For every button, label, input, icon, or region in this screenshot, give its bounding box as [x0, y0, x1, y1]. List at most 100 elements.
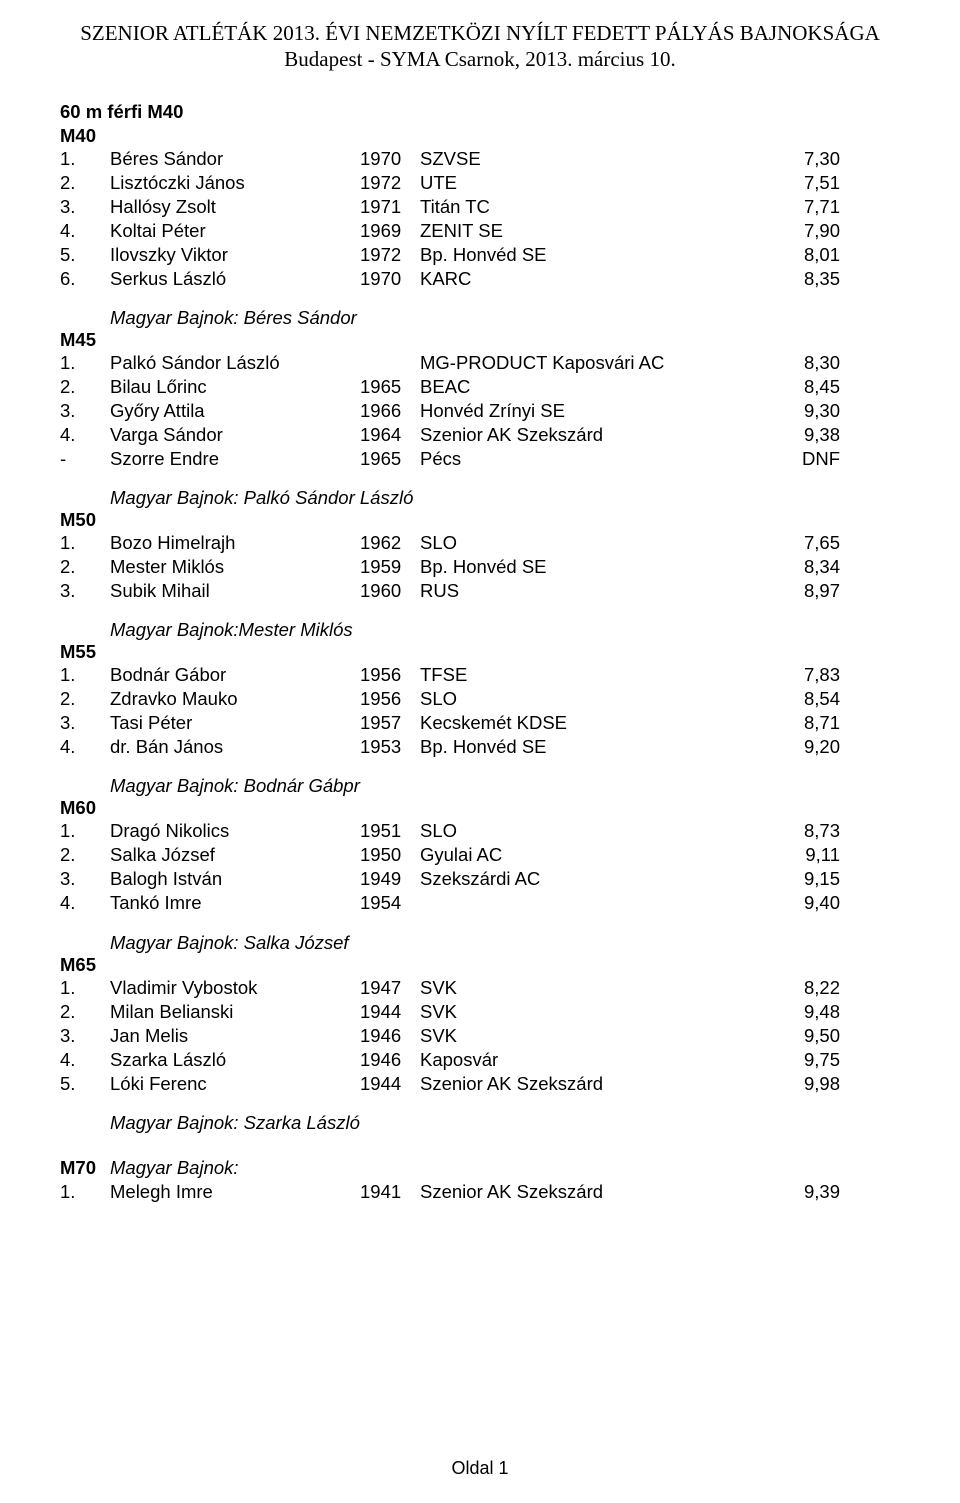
cell-position: 1. [60, 819, 110, 843]
cell-club: Szenior AK Szekszárd [420, 423, 750, 447]
result-row: 1.Bodnár Gábor1956TFSE7,83 [60, 663, 900, 687]
cell-club [420, 891, 750, 915]
result-row: 4.Koltai Péter1969ZENIT SE7,90 [60, 219, 900, 243]
cell-club: ZENIT SE [420, 219, 750, 243]
cell-year: 1965 [360, 375, 420, 399]
cell-name: Koltai Péter [110, 219, 360, 243]
cell-club: Bp. Honvéd SE [420, 243, 750, 267]
result-row: 4.Tankó Imre19549,40 [60, 891, 900, 915]
cell-year: 1951 [360, 819, 420, 843]
cell-name: Milan Belianski [110, 1000, 360, 1024]
result-row: 3.Jan Melis1946SVK9,50 [60, 1024, 900, 1048]
cell-result: 7,30 [750, 147, 840, 171]
result-row: 4.Szarka László1946Kaposvár9,75 [60, 1048, 900, 1072]
result-row: 2.Bilau Lőrinc1965BEAC8,45 [60, 375, 900, 399]
result-row: 1.Bozo Himelrajh1962SLO7,65 [60, 531, 900, 555]
cell-result: 8,54 [750, 687, 840, 711]
cell-year: 1954 [360, 891, 420, 915]
result-row: 1.Vladimir Vybostok1947SVK8,22 [60, 976, 900, 1000]
cell-position: 1. [60, 531, 110, 555]
cell-result: 9,38 [750, 423, 840, 447]
cell-position: 4. [60, 891, 110, 915]
cell-club: SZVSE [420, 147, 750, 171]
age-group-label: M65 [60, 954, 900, 976]
cell-year: 1953 [360, 735, 420, 759]
cell-result: 9,98 [750, 1072, 840, 1096]
age-group-header: M70Magyar Bajnok: [60, 1156, 900, 1180]
cell-name: dr. Bán János [110, 735, 360, 759]
cell-result: 8,34 [750, 555, 840, 579]
cell-year: 1970 [360, 267, 420, 291]
cell-position: 3. [60, 711, 110, 735]
result-row: 3.Balogh István1949Szekszárdi AC9,15 [60, 867, 900, 891]
cell-position: 3. [60, 1024, 110, 1048]
result-row: 1.Palkó Sándor LászlóMG-PRODUCT Kaposvár… [60, 351, 900, 375]
cell-name: Hallósy Zsolt [110, 195, 360, 219]
cell-year: 1964 [360, 423, 420, 447]
result-row: 3.Subik Mihail1960RUS8,97 [60, 579, 900, 603]
result-row: 2.Salka József1950Gyulai AC9,11 [60, 843, 900, 867]
result-row: 3.Győry Attila1966Honvéd Zrínyi SE9,30 [60, 399, 900, 423]
cell-year: 1969 [360, 219, 420, 243]
cell-result: 7,83 [750, 663, 840, 687]
result-row: 1.Dragó Nikolics1951SLO8,73 [60, 819, 900, 843]
cell-club: UTE [420, 171, 750, 195]
cell-position: 2. [60, 555, 110, 579]
cell-name: Ilovszky Viktor [110, 243, 360, 267]
cell-name: Szorre Endre [110, 447, 360, 471]
cell-name: Bozo Himelrajh [110, 531, 360, 555]
cell-name: Lisztóczki János [110, 171, 360, 195]
cell-result: 7,51 [750, 171, 840, 195]
cell-club: Szekszárdi AC [420, 867, 750, 891]
cell-result: 8,30 [750, 351, 840, 375]
cell-name: Serkus László [110, 267, 360, 291]
cell-result: 7,90 [750, 219, 840, 243]
cell-name: Dragó Nikolics [110, 819, 360, 843]
result-row: -Szorre Endre1965PécsDNF [60, 447, 900, 471]
result-row: 2.Lisztóczki János1972UTE7,51 [60, 171, 900, 195]
cell-year: 1972 [360, 243, 420, 267]
cell-club: Pécs [420, 447, 750, 471]
cell-club: RUS [420, 579, 750, 603]
cell-result: 8,01 [750, 243, 840, 267]
cell-year: 1949 [360, 867, 420, 891]
result-row: 1.Béres Sándor1970SZVSE7,30 [60, 147, 900, 171]
cell-year: 1970 [360, 147, 420, 171]
cell-position: 2. [60, 843, 110, 867]
result-row: 3.Tasi Péter1957Kecskemét KDSE8,71 [60, 711, 900, 735]
cell-position: 1. [60, 976, 110, 1000]
result-row: 4.Varga Sándor1964Szenior AK Szekszárd9,… [60, 423, 900, 447]
result-row: 6.Serkus László1970KARC8,35 [60, 267, 900, 291]
cell-position: 3. [60, 195, 110, 219]
cell-year: 1957 [360, 711, 420, 735]
champion-label: Magyar Bajnok: Palkó Sándor László [110, 487, 900, 509]
cell-name: Bilau Lőrinc [110, 375, 360, 399]
cell-result: DNF [750, 447, 840, 471]
cell-result: 8,97 [750, 579, 840, 603]
age-group-label: M50 [60, 509, 900, 531]
cell-club: MG-PRODUCT Kaposvári AC [420, 351, 750, 375]
cell-name: Vladimir Vybostok [110, 976, 360, 1000]
age-group-label: M55 [60, 641, 900, 663]
cell-position: 4. [60, 219, 110, 243]
cell-position: 2. [60, 171, 110, 195]
cell-result: 9,50 [750, 1024, 840, 1048]
cell-year: 1959 [360, 555, 420, 579]
cell-result: 7,65 [750, 531, 840, 555]
results-body: M401.Béres Sándor1970SZVSE7,302.Lisztócz… [60, 125, 900, 1204]
cell-result: 9,39 [750, 1180, 840, 1204]
age-group-label: M70 [60, 1156, 110, 1180]
cell-position: 2. [60, 1000, 110, 1024]
age-group-label: M45 [60, 329, 900, 351]
result-row: 4.dr. Bán János1953Bp. Honvéd SE9,20 [60, 735, 900, 759]
result-row: 1.Melegh Imre1941Szenior AK Szekszárd9,3… [60, 1180, 900, 1204]
cell-year: 1956 [360, 687, 420, 711]
cell-name: Balogh István [110, 867, 360, 891]
cell-position: 1. [60, 663, 110, 687]
cell-result: 8,71 [750, 711, 840, 735]
cell-club: SLO [420, 531, 750, 555]
cell-club: SVK [420, 1000, 750, 1024]
cell-club: Szenior AK Szekszárd [420, 1180, 750, 1204]
cell-name: Bodnár Gábor [110, 663, 360, 687]
cell-result: 9,30 [750, 399, 840, 423]
